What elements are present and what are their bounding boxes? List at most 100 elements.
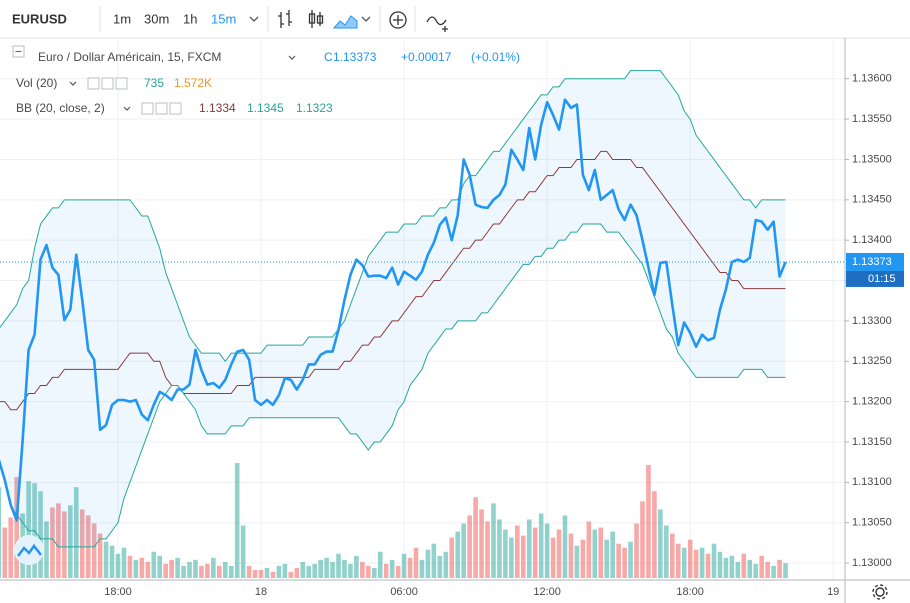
compare-icon[interactable] [389,11,407,29]
eye-button[interactable] [87,77,100,90]
volume-bar [646,465,651,578]
volume-bar [354,555,359,578]
volume-bar [103,541,109,578]
volume-bar [264,567,270,578]
settings-gear[interactable] [872,584,888,600]
volume-bar [348,563,353,578]
volume-bar [675,543,681,578]
close-prefix: C [324,50,333,64]
volume-bar [318,559,323,578]
volume-buttons [87,77,128,90]
last-price-box [846,252,904,271]
volume-bar [312,563,317,578]
y-tick-label: 1.13000 [852,557,892,569]
volume-bar [473,497,478,578]
interval-button[interactable]: 30m [144,11,169,26]
bb-value: 1.1334 [199,101,236,115]
volume-bar [616,543,621,578]
y-tick-label: 1.13600 [852,73,892,85]
eye-button[interactable] [141,102,154,115]
volume-bar [622,547,627,578]
settings-button[interactable] [155,102,168,115]
volume-bar [443,551,449,578]
bb-value: 1.1345 [247,101,284,115]
volume-bar [526,519,532,578]
countdown-box [846,270,904,287]
volume-bar [127,555,133,578]
volume-bar [79,509,85,578]
volume-bar [550,537,556,578]
volume-bar [193,559,198,578]
plot-area [0,38,845,580]
volume-bar [479,509,484,578]
volume-legend: Vol (20) [16,76,57,90]
volume-bar [491,503,496,578]
volume-bar [217,565,222,578]
volume-bar [455,531,461,578]
volume-bar [306,565,312,578]
remove-button[interactable] [169,102,182,115]
volume-bar [592,529,598,578]
volume-bar [693,549,699,578]
volume-bar [68,505,73,578]
bb-line [0,223,786,548]
settings-button[interactable] [101,77,114,90]
volume-bar [246,565,252,578]
volume-bar [389,559,395,578]
volume-bar [371,567,377,578]
volume-bar [634,523,639,578]
volume-bar [574,545,580,578]
y-tick-label: 1.13400 [852,234,892,246]
interval-button[interactable]: 15m [211,11,236,26]
volume-bar [270,571,276,578]
interval-button[interactable]: 1m [113,11,131,26]
bar-style-icon[interactable] [278,10,292,28]
title-menu[interactable] [288,55,296,60]
volume-bar [699,547,705,578]
y-tick-label: 1.13250 [852,355,892,367]
volume-bar [50,507,55,578]
volume-bar [181,565,186,578]
volume-bar [56,503,61,578]
volume-bar [532,527,538,578]
volume-bar [276,565,282,578]
volume-bar [139,557,145,578]
volume-bar [437,555,443,578]
y-tick-label: 1.13550 [852,113,892,125]
volume-bar [497,519,502,578]
symbol[interactable]: EURUSD [12,11,67,26]
y-tick-label: 1.13500 [852,153,892,165]
volume-bar [449,537,455,578]
volume-bar [520,535,526,578]
volume-bar [205,563,210,578]
interval-button[interactable]: 1h [183,11,197,26]
volume-bar [383,563,389,578]
volume-bar [8,517,14,578]
volume-bar [240,525,246,578]
volume-bar [163,563,168,578]
remove-button[interactable] [115,77,128,90]
volume-bar [515,525,520,578]
volume-bar [294,567,300,578]
area-style-icon[interactable] [332,15,358,29]
volume-bar [652,491,657,578]
style-menu[interactable] [361,16,371,22]
volume-menu[interactable] [69,81,77,86]
interval-menu[interactable] [249,16,259,22]
logo[interactable] [14,535,44,565]
volume-bar [228,565,234,578]
price-line [0,98,787,522]
volume-bar [288,571,294,578]
interval-group: 1m 30m 1h 15m [113,11,236,26]
bb-menu[interactable] [123,106,131,111]
y-tick-label: 1.13050 [852,517,892,529]
volume-bar [604,539,610,578]
y-tick-label: 1.13450 [852,194,892,206]
indicators-icon[interactable] [426,16,448,32]
change-value: +0.00017 [401,50,452,64]
volume-bar [586,521,592,578]
volume-bar [157,555,163,578]
volume-bar [234,463,240,578]
volume-bar [705,553,711,578]
candle-style-icon[interactable] [308,10,324,28]
